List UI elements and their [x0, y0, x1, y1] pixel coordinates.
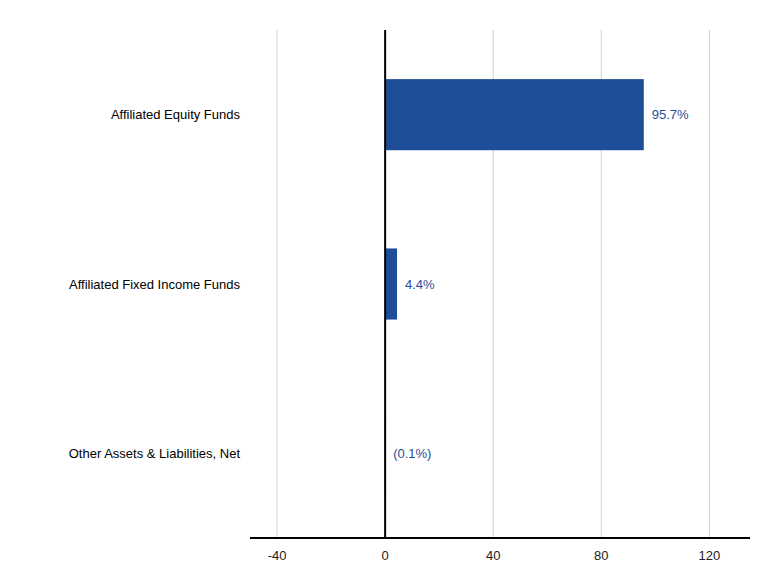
grid-line: [277, 30, 278, 538]
category-label: Affiliated Equity Funds: [111, 107, 241, 122]
category-label: Affiliated Fixed Income Funds: [69, 277, 241, 292]
tick-label: 120: [699, 548, 721, 563]
data-label: 95.7%: [652, 107, 689, 122]
x-axis-line: [250, 537, 750, 539]
chart-svg: -40 0 40 80 120 Affiliated Equity Funds Affili…: [0, 0, 780, 588]
data-label: (0.1%): [393, 446, 431, 461]
grid: [277, 30, 709, 538]
bars: [385, 79, 644, 489]
tick-label: 0: [382, 548, 389, 563]
grid-line: [709, 30, 710, 538]
page: {"chart_data": {"type": "bar", "orientat…: [0, 0, 780, 588]
bar: [385, 248, 397, 319]
zero-axis-line: [384, 30, 386, 538]
chart-container: -40 0 40 80 120 Affiliated Equity Funds Affili…: [0, 0, 780, 588]
category-label: Other Assets & Liabilities, Net: [69, 446, 241, 461]
tick-label: 80: [594, 548, 608, 563]
grid-line: [385, 30, 386, 538]
tick-label: -40: [268, 548, 287, 563]
tick-label: 40: [486, 548, 500, 563]
data-label: 4.4%: [405, 277, 435, 292]
bar: [385, 79, 644, 150]
